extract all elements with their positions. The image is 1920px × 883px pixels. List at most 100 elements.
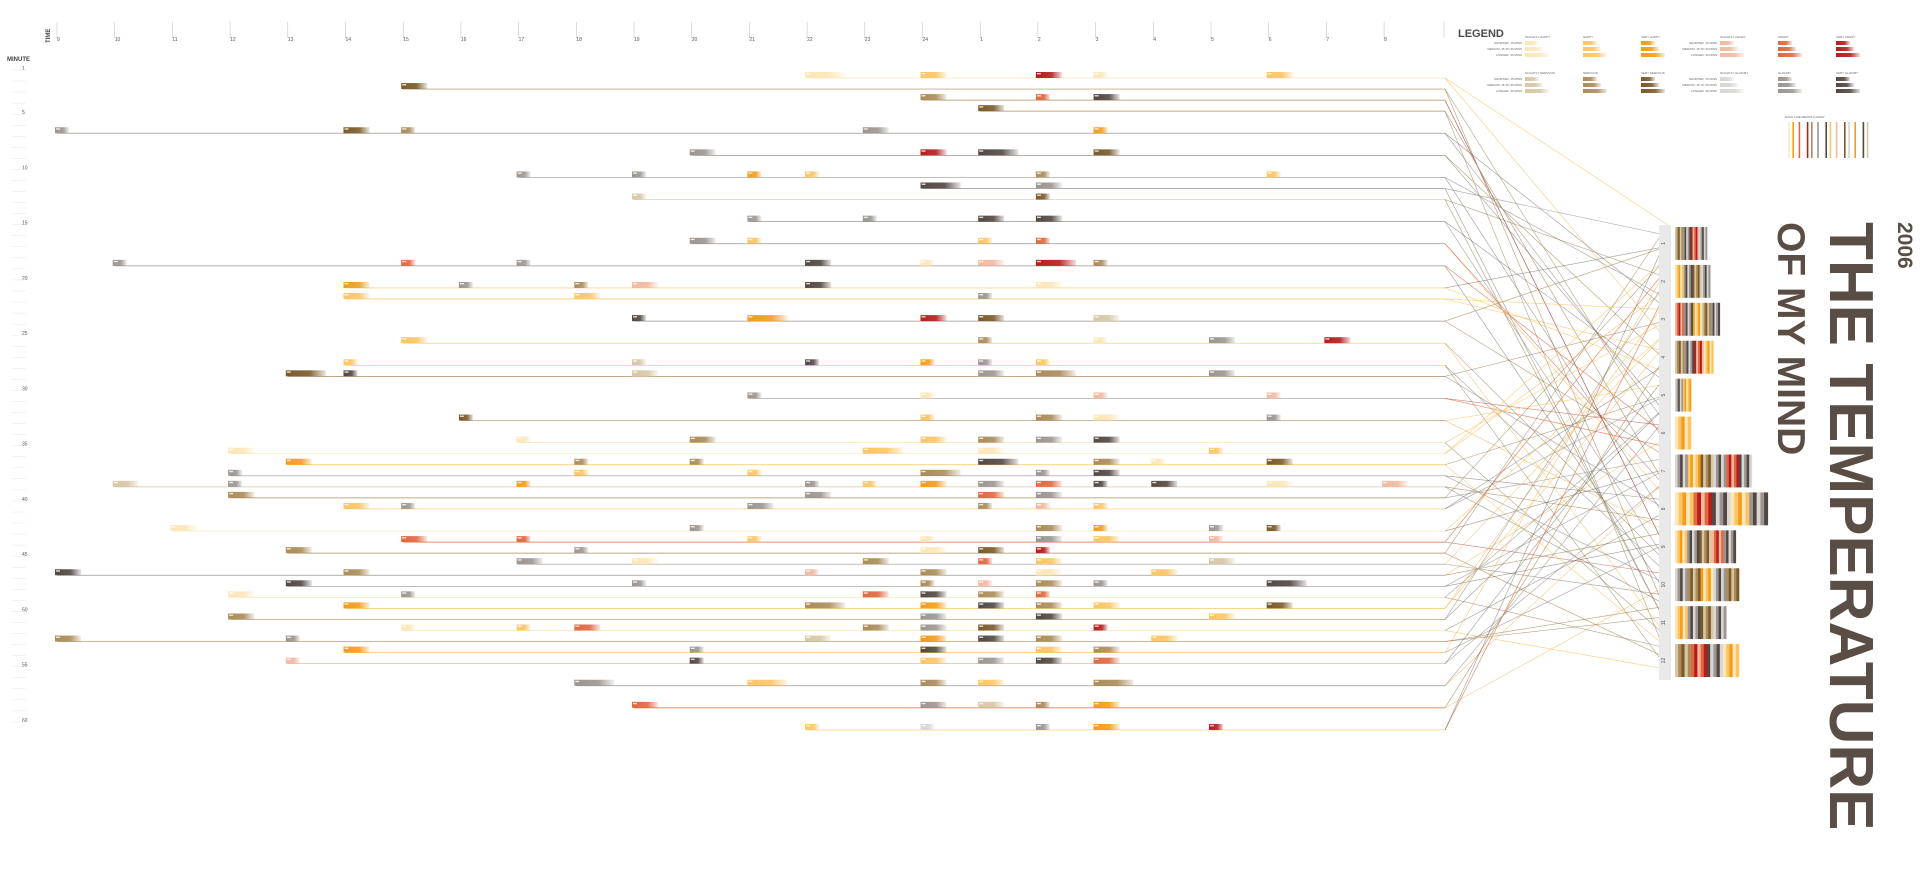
summary-stripe <box>1723 492 1728 526</box>
diary-entry-marker <box>344 371 349 373</box>
summary-stripe <box>1683 227 1685 260</box>
diary-entry-marker <box>1036 360 1041 362</box>
diary-entry-bar <box>1035 491 1062 498</box>
diary-link <box>1444 365 1669 670</box>
diary-entry-bar <box>458 414 473 421</box>
summary-stripe <box>1678 227 1681 260</box>
diary-entry-marker <box>1094 316 1099 318</box>
summary-stripe <box>1694 264 1697 298</box>
legend-group-label: GLOOMY <box>1778 71 1791 75</box>
legend-duration-label: MEDIUM: 15 TO 30 MINS <box>1682 83 1717 87</box>
legend-duration-label: MEDIUM: 15 TO 30 MINS <box>1487 47 1522 51</box>
diary-link <box>1444 245 1669 289</box>
summary-stripe <box>1682 606 1686 640</box>
legend-swatch <box>1583 53 1607 57</box>
diary-entry-bar <box>1266 480 1293 487</box>
diary-link <box>1444 77 1669 226</box>
x-tick-label: 14 <box>346 37 352 43</box>
summary-stripe <box>1700 644 1705 677</box>
diary-entry-marker <box>575 548 580 550</box>
summary-stripe <box>1715 606 1719 640</box>
diary-entry-marker <box>517 559 522 561</box>
x-tick-label: 4 <box>1153 37 1156 43</box>
diary-entry-marker <box>1094 95 1099 97</box>
diary-entry-marker <box>979 492 984 495</box>
summary-stripe <box>1675 492 1680 526</box>
diary-entry-bar <box>920 72 947 78</box>
diary-entry-bar <box>1035 480 1062 487</box>
diary-entry-bar <box>920 701 947 708</box>
diary-entry-bar <box>1035 215 1062 222</box>
summary-stripe <box>1713 644 1717 677</box>
diary-entry-bar <box>343 602 370 609</box>
diary-entry-marker <box>56 636 60 638</box>
diary-entry-marker <box>806 570 811 572</box>
summary-label: 11 <box>1661 620 1667 625</box>
summary-stripe <box>1675 302 1678 336</box>
diary-entry-bar <box>401 591 416 598</box>
summary-stripe <box>1679 378 1682 412</box>
diary-entry-marker <box>979 503 984 506</box>
summary-stripe <box>1692 340 1695 374</box>
summary-stripe <box>1707 302 1710 336</box>
diary-entry-bar <box>343 127 370 134</box>
summary-stripe <box>1680 340 1683 374</box>
summary-stripe <box>1746 454 1750 488</box>
legend-group-label: SLIGHTLY GLOOMY <box>1720 71 1748 75</box>
summary-stripe <box>1719 492 1724 526</box>
diary-entry-bar <box>1093 414 1120 421</box>
summary-stripe <box>1700 568 1704 602</box>
summary-spine <box>1659 225 1671 680</box>
diary-entry-marker <box>979 581 984 583</box>
diary-entry-marker <box>1210 614 1214 616</box>
diary-link <box>1444 287 1669 374</box>
diary-entry-marker <box>229 492 234 495</box>
diary-entry-marker <box>863 592 868 594</box>
summary-stripe <box>1680 606 1683 640</box>
diary-entry-marker <box>921 150 926 152</box>
summary-stripe <box>1696 302 1699 336</box>
poster-title: 2006 THE TEMPERATURE OF MY MIND <box>1769 222 1916 831</box>
diary-entry-bar <box>805 72 846 78</box>
summary-stripe <box>1680 454 1683 488</box>
diary-entry-marker <box>748 680 753 683</box>
summary-stripe <box>1760 492 1765 526</box>
diary-entry-marker <box>1094 415 1099 417</box>
legend-group-label: VERY ANGRY <box>1836 35 1855 39</box>
diary-entry-bar <box>978 558 993 565</box>
diary-entry-bar <box>1209 337 1235 344</box>
legend-duration-label: SHORTER: 15 MINS <box>1689 77 1717 81</box>
diary-link <box>1444 188 1669 236</box>
diary-entry-bar <box>1151 480 1178 487</box>
diary-link <box>1444 277 1669 620</box>
diary-entry-bar <box>55 635 81 642</box>
diary-entry-bar <box>862 127 889 134</box>
summary-stripe <box>1692 454 1696 488</box>
summary-stripe <box>1680 302 1683 336</box>
x-tick-label: 23 <box>865 37 871 43</box>
summary-stripe <box>1728 454 1732 488</box>
legend-duration-label: LONGER: 30 MINS <box>1496 53 1522 57</box>
summary-stripe <box>1675 568 1678 602</box>
diary-link <box>1444 256 1669 499</box>
summary-stripe <box>1713 530 1717 564</box>
diary-entry-bar <box>978 624 1005 631</box>
diary-entry-bar <box>112 480 139 487</box>
diary-entry-marker <box>1152 570 1157 572</box>
summary-stripe <box>1689 378 1692 412</box>
diary-entry-bar <box>1266 414 1281 421</box>
summary-stripe <box>1730 530 1734 564</box>
summary-stripe <box>1700 227 1703 260</box>
diary-entry-bar <box>805 359 820 366</box>
diary-entry-marker <box>402 537 407 539</box>
diary-entry-bar <box>805 259 832 266</box>
diary-entry-bar <box>1093 480 1108 487</box>
diary-entry-bar <box>1093 436 1120 443</box>
diary-link <box>1444 330 1669 565</box>
diary-entry-marker <box>1094 625 1099 627</box>
diary-entry-bar <box>1266 72 1293 78</box>
legend-swatch <box>1641 83 1659 87</box>
legend-duration-label: LONGER: 30 MINS <box>1691 89 1717 93</box>
diary-entry-bar <box>1035 359 1050 366</box>
